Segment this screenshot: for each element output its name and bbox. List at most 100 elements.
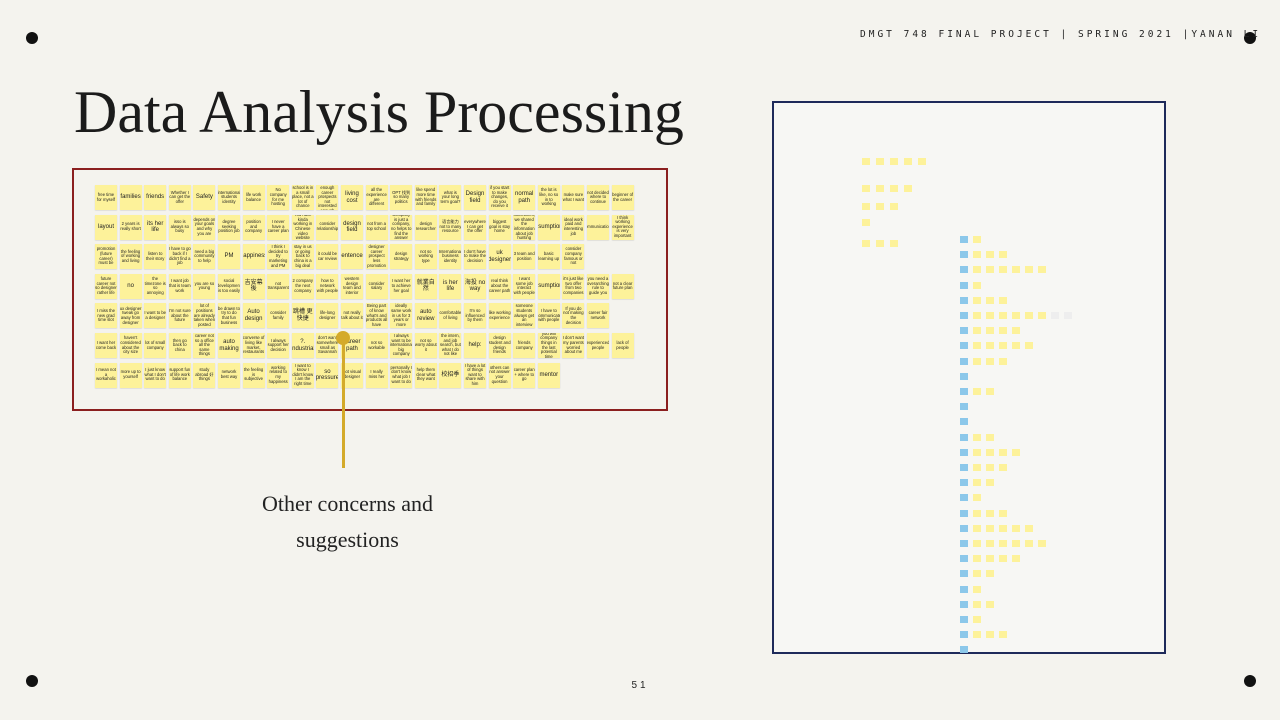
sticky-note: I miss the new grad time slot <box>95 303 117 329</box>
mini-note <box>999 555 1007 563</box>
sticky-note: assumptions <box>537 214 560 240</box>
mini-note <box>960 312 968 319</box>
sticky-note: how to network with people <box>316 273 339 299</box>
sticky-note: it could be car review <box>316 244 339 270</box>
mini-note <box>999 524 1007 532</box>
mini-note <box>973 296 981 304</box>
mini-note <box>999 251 1007 259</box>
sticky-note: I have a lot of things want to share wit… <box>464 362 486 388</box>
mini-note <box>1012 266 1020 274</box>
mini-note <box>960 251 968 259</box>
mini-note <box>1012 312 1020 319</box>
corner-dot <box>1244 675 1256 687</box>
sticky-note: I always support her decision <box>267 333 290 358</box>
mini-note <box>960 433 968 441</box>
sticky-note: beginner of the career <box>611 185 634 210</box>
sticky-note: normal path <box>513 185 536 210</box>
sticky-note: everywhere I can get the offer <box>464 214 486 240</box>
sticky-note: its her life <box>144 214 167 240</box>
sticky-note: real think about the career path <box>488 273 511 299</box>
mini-note <box>1025 266 1033 274</box>
mini-note <box>862 203 870 210</box>
sticky-note: the feeling of working and living <box>119 244 142 270</box>
sticky-note: network best way <box>218 362 240 388</box>
sticky-note: I think working experience is very impor… <box>611 214 634 240</box>
sticky-note: lot of small company <box>144 333 167 358</box>
sticky-note: sometimes, we shared the information abo… <box>513 214 536 240</box>
mini-note <box>973 540 981 547</box>
sticky-note: I want to be a designer <box>144 303 167 329</box>
callout-line: Other concerns and <box>261 491 434 516</box>
sticky-note: depends on your goals and why you are <box>193 214 216 240</box>
mini-note <box>973 555 981 563</box>
mini-note <box>890 203 898 210</box>
sticky-note: I don't have to make the decision <box>464 244 486 270</box>
sticky-note: help them clear what they want <box>414 362 437 388</box>
mini-note <box>890 158 898 165</box>
sticky-note: future career not so designer rather lif… <box>95 273 117 299</box>
mini-note <box>973 585 981 593</box>
sticky-note: Company is just a company, no helps to f… <box>390 214 413 240</box>
mini-note <box>876 185 884 192</box>
sticky-note: design field <box>341 214 363 240</box>
sticky-note: study abroad 好 things <box>193 362 216 388</box>
mini-note <box>986 266 994 274</box>
sticky-note: social development is too easily <box>218 273 240 299</box>
sticky-note: International business identity <box>439 244 462 270</box>
mini-note <box>973 388 981 395</box>
mini-note <box>1038 540 1046 547</box>
sticky-note: working related to my happiness <box>267 362 290 388</box>
mini-note <box>862 185 870 192</box>
sticky-note: you will company things in the last pote… <box>537 333 560 358</box>
mini-note <box>973 433 981 441</box>
sticky-note: 就業自然 <box>414 273 437 299</box>
mini-note <box>862 240 870 247</box>
sticky-board: free time for myself families friends Wheth… <box>72 168 668 411</box>
sticky-note: design strategy <box>390 244 413 270</box>
mini-note <box>986 433 994 441</box>
sticky-note: isso is always so busy <box>168 214 191 240</box>
sticky-note: I really miss her <box>365 362 388 388</box>
page-number: 51 <box>631 680 649 691</box>
sticky-note: I want some job interact with people <box>513 273 536 299</box>
mini-note <box>1025 312 1033 319</box>
mini-note <box>986 448 994 456</box>
sticky-note: school is in a small place, not a lot of… <box>291 185 314 210</box>
sticky-note: design student and design friends <box>488 333 511 358</box>
sticky-note: design researcher <box>414 214 437 240</box>
sticky-note: Safety <box>193 185 216 210</box>
mini-note <box>973 357 981 365</box>
sticky-note: I want her come back <box>95 333 117 358</box>
sticky-note: I want job that is team work <box>168 273 191 299</box>
connector-line <box>342 337 345 468</box>
mini-note <box>986 555 994 563</box>
mini-note <box>960 464 968 471</box>
sticky-note: it's just like two offer from two compan… <box>562 273 585 299</box>
mini-note <box>960 555 968 563</box>
mini-note <box>986 540 994 547</box>
mini-note <box>960 403 968 411</box>
mini-note <box>999 540 1007 547</box>
sticky-note: I'm not sure about the future <box>168 303 191 329</box>
sticky-note: auto making <box>218 333 240 358</box>
mini-note <box>960 585 968 593</box>
mini-note <box>986 251 994 259</box>
mini-note <box>1025 524 1033 532</box>
mini-note <box>960 342 968 350</box>
sticky-note: 吉安幕後 <box>242 273 265 299</box>
mini-note <box>986 296 994 304</box>
mini-note <box>986 509 994 517</box>
sticky-note: I always want to be international big co… <box>390 333 413 358</box>
mini-note <box>986 388 994 395</box>
sticky-note: international students identity <box>218 185 240 210</box>
sticky-note: not from a top school <box>365 214 388 240</box>
sticky-note: OPT 找到 so many politics <box>390 185 413 210</box>
mini-note <box>999 342 1007 350</box>
mini-note <box>862 158 870 165</box>
mini-note <box>960 494 968 502</box>
mini-note <box>1051 312 1059 319</box>
sticky-note: promotion (future career) must be <box>95 244 117 270</box>
sticky-note: the timezone is so annoying <box>144 273 167 299</box>
mini-note <box>973 448 981 456</box>
mini-note <box>999 312 1007 319</box>
